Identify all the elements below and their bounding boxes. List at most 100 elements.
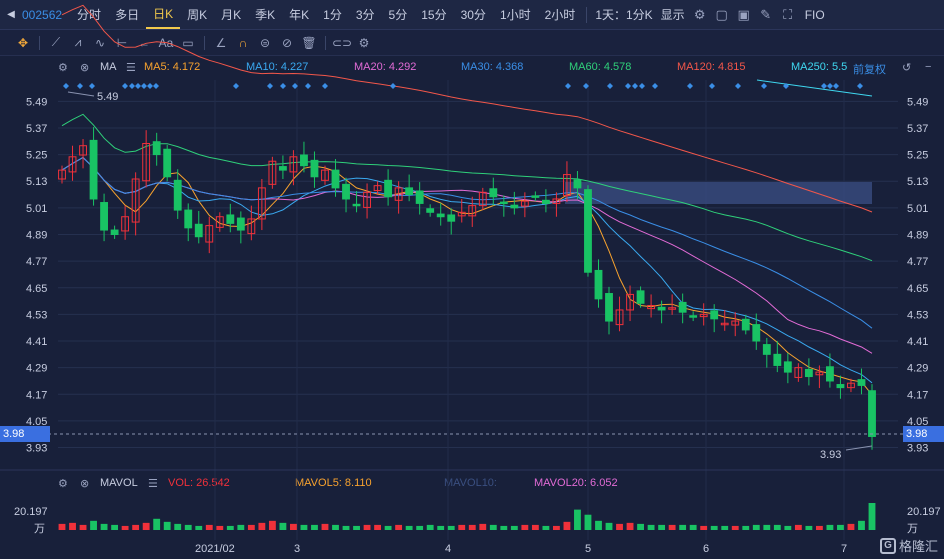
fibonacci-tool-icon[interactable]: ⩘ [74, 35, 82, 49]
period-tab[interactable]: 月K [221, 7, 242, 22]
candle-body [89, 139, 98, 200]
period-tab[interactable]: 1分 [323, 7, 342, 22]
hide-drawings-icon[interactable]: ⊘ [281, 35, 293, 50]
period-tab[interactable]: 2小时 [544, 7, 576, 22]
layout-square-icon[interactable]: ▢ [715, 6, 728, 22]
delete-trash-icon[interactable]: 🗑 [301, 35, 317, 50]
candle-body [541, 199, 550, 204]
period-tab[interactable]: 年K [289, 7, 310, 22]
ruler-icon[interactable]: ∠ [215, 35, 227, 50]
volume-bar [237, 524, 245, 530]
period-tab-active[interactable]: 日K [146, 1, 181, 29]
draw-settings-icon[interactable]: ⚙ [358, 35, 370, 50]
volume-bar [121, 525, 129, 530]
x-tick-label: 5 [585, 543, 591, 555]
candle-body [468, 205, 477, 217]
adjust-mode[interactable]: 前复权 [853, 64, 886, 76]
volume-bar [342, 525, 350, 530]
candle-body [342, 183, 350, 200]
stock-code[interactable]: 002562 [22, 7, 63, 22]
magnet-icon[interactable]: ∩ [238, 35, 248, 50]
interval-select[interactable]: 1天：1分K [595, 8, 653, 22]
line-tool-icon[interactable]: ⟋ [51, 35, 61, 49]
minus-icon[interactable]: − [925, 61, 932, 73]
volume-bar [258, 522, 266, 530]
candle-body [815, 371, 824, 376]
vol-menu-icon[interactable]: ☰ [148, 478, 158, 490]
volume-bar [668, 524, 676, 530]
period-tab[interactable]: 5分 [388, 7, 408, 22]
event-marker-icon [153, 83, 159, 89]
collapse-left-icon[interactable]: ◀ [7, 9, 15, 20]
volume-bar [100, 523, 108, 530]
period-tab[interactable]: 15分 [421, 7, 447, 22]
candle-body [394, 187, 403, 201]
period-tab[interactable]: 周K [187, 7, 208, 22]
event-marker-icon [122, 83, 128, 89]
wave-tool-icon[interactable]: ∿ [94, 35, 106, 50]
ma10-line [61, 156, 873, 384]
candle-body [584, 189, 592, 273]
lock-drawings-icon[interactable]: ⊜ [259, 35, 271, 50]
candle-body [573, 179, 582, 189]
event-marker-icon [687, 83, 693, 89]
event-marker-icon [583, 83, 589, 89]
period-tab[interactable]: 多日 [115, 7, 140, 22]
volume-bar [721, 525, 729, 530]
candle-body [826, 366, 834, 382]
link-icon[interactable]: ⊂⊃ [331, 35, 353, 50]
last-price-tag-left: 3.98 [0, 426, 50, 442]
volume-bar [58, 523, 66, 530]
candle-body [163, 148, 172, 178]
volume-bar [447, 525, 455, 530]
volume-bar [247, 524, 255, 530]
x-tick-label: 3 [294, 543, 300, 555]
volume-bar [363, 524, 371, 530]
candle-body [226, 214, 235, 224]
vol-settings-icon[interactable]: ⚙ [58, 478, 68, 490]
edit-pencil-icon[interactable]: ✎ [760, 6, 772, 22]
reset-icon[interactable]: ↺ [902, 62, 912, 74]
brand-logo-icon: G [879, 537, 896, 554]
event-marker-icon [632, 83, 638, 89]
indicator-name[interactable]: MA [100, 61, 117, 73]
mavol5-value: MAVOL5: 8.110 [295, 477, 372, 489]
candle-body [499, 201, 508, 205]
indicator-settings-icon[interactable]: ⚙ [58, 62, 68, 74]
volume-bar [142, 522, 150, 530]
volume-bar [752, 524, 760, 530]
vol-indicator-name[interactable]: MAVOL [100, 477, 138, 489]
fullscreen-icon[interactable]: ⛶ [783, 6, 793, 22]
arrow-tool-icon[interactable]: ← [138, 35, 150, 50]
comment-tool-icon[interactable]: ▭ [182, 35, 194, 50]
vol-close-icon[interactable]: ⊗ [80, 478, 90, 490]
candle-body [741, 318, 750, 331]
volume-bar [226, 525, 234, 530]
settings-gear-icon[interactable]: ⚙ [693, 6, 706, 22]
fio-label[interactable]: FIO [804, 7, 825, 22]
candle-body [457, 211, 466, 217]
measure-tool-icon[interactable]: ⊢ [116, 35, 128, 50]
vol-legend: ⚙ ⊗ MAVOL ☰ VOL: 26.542 MAVOL5: 8.110 MA… [0, 475, 944, 493]
period-tab[interactable]: 30分 [460, 7, 486, 22]
vol-unit-left: 万 [34, 523, 45, 535]
candle-body [605, 293, 613, 322]
period-tab[interactable]: 分时 [77, 7, 102, 22]
image-icon[interactable]: ▣ [737, 6, 750, 22]
ma5-value: MA5: 4.172 [144, 61, 201, 73]
indicator-menu-icon[interactable]: ☰ [126, 62, 136, 74]
volume-bar [574, 509, 581, 530]
crosshair-move-icon[interactable]: ✥ [17, 35, 29, 50]
display-menu[interactable]: 显示 [660, 8, 685, 22]
candle-body [352, 203, 361, 207]
period-tab[interactable]: 季K [255, 7, 276, 22]
y-tick-label: 4.41 [26, 336, 47, 348]
period-tab[interactable]: 3分 [355, 7, 375, 22]
ma30-line [61, 156, 873, 329]
volume-bar [174, 523, 182, 530]
volume-bar [416, 525, 424, 530]
y-axis-left: 5.49 5.37 5.25 5.13 5.01 4.89 4.77 4.65 4.53 4.41… [26, 96, 47, 454]
period-tab[interactable]: 1小时 [499, 7, 531, 22]
indicator-close-icon[interactable]: ⊗ [80, 62, 90, 74]
